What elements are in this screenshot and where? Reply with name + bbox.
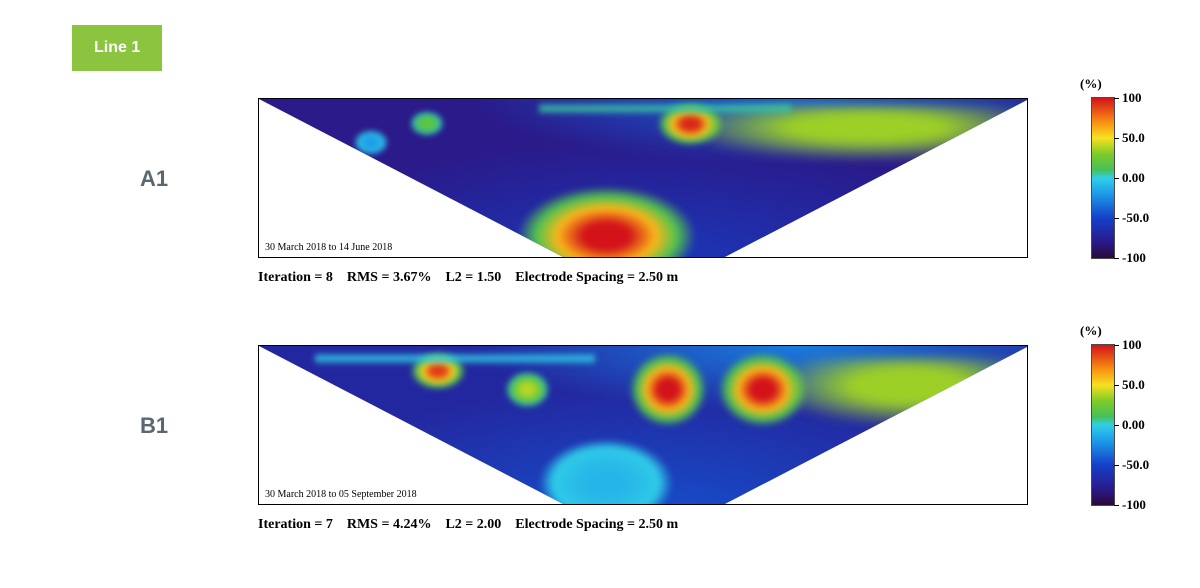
colorbar-tick: -100 — [1122, 250, 1146, 266]
colorbar-tick: 50.0 — [1122, 130, 1145, 146]
colorbar-tick: -50.0 — [1122, 457, 1149, 473]
colorbar: 10050.00.00-50.0-100 — [1092, 345, 1114, 505]
panel-label-A1: A1 — [140, 166, 168, 192]
meta-line-A1: Iteration = 8 RMS = 3.67% L2 = 1.50 Elec… — [258, 270, 678, 286]
date-range-B1: 30 March 2018 to 05 September 2018 — [265, 489, 417, 500]
colorbar-tick: 50.0 — [1122, 377, 1145, 393]
colorbar-tick: 100 — [1122, 90, 1142, 106]
colorbar-unit-label: (%) — [1080, 76, 1102, 92]
colorbar-tick: -50.0 — [1122, 210, 1149, 226]
panels-container: A1 30 March 2018 to 14 June 2018015304560… — [20, 20, 1200, 568]
panel-label-B1: B1 — [140, 413, 168, 439]
colorbar-tick: 100 — [1122, 337, 1142, 353]
colorbar-tick: -100 — [1122, 497, 1146, 513]
colorbar-unit-label: (%) — [1080, 323, 1102, 339]
colorbar-tick: 0.00 — [1122, 170, 1145, 186]
section-plot-A1: 30 March 2018 to 14 June 201801530456075… — [258, 98, 1028, 258]
colorbar: 10050.00.00-50.0-100 — [1092, 98, 1114, 258]
colorbar-tick: 0.00 — [1122, 417, 1145, 433]
date-range-A1: 30 March 2018 to 14 June 2018 — [265, 242, 392, 253]
panel-A1: A1 30 March 2018 to 14 June 2018015304560… — [20, 98, 1200, 318]
panel-B1: B1 30 March 2018 to 05 September 20180153… — [20, 345, 1200, 565]
section-plot-B1: 30 March 2018 to 05 September 2018015304… — [258, 345, 1028, 505]
meta-line-B1: Iteration = 7 RMS = 4.24% L2 = 2.00 Elec… — [258, 517, 678, 533]
